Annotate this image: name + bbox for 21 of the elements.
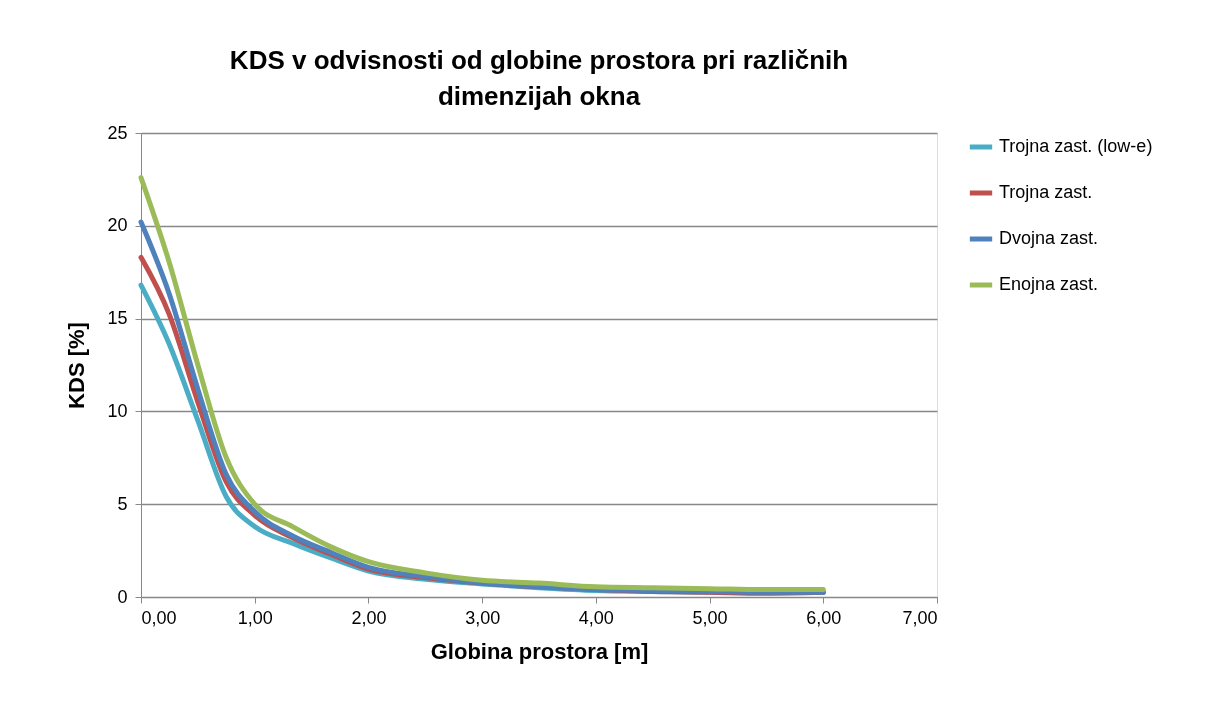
legend-label: Trojna zast.	[999, 182, 1093, 202]
x-tick-label: 2,00	[351, 607, 387, 628]
legend-label: Enojna zast.	[999, 274, 1099, 294]
y-tick-label: 20	[107, 215, 128, 236]
x-tick-label: 6,00	[806, 607, 842, 628]
y-tick-label: 10	[107, 400, 128, 421]
x-tick-label: 5,00	[692, 607, 728, 628]
x-axis-title: Globina prostora [m]	[430, 638, 649, 664]
y-tick-label: 5	[117, 493, 128, 514]
x-tick-label: 7,00	[902, 607, 938, 628]
x-tick-label: 1,00	[237, 607, 273, 628]
y-axis-title: KDS [%]	[64, 322, 90, 409]
chart-title: KDS v odvisnosti od globine prostora pri različnih dimenzijah okna	[229, 45, 849, 111]
y-tick-label: 15	[107, 308, 128, 329]
x-tick-label: 4,00	[578, 607, 614, 628]
x-tick-label: 0,00	[141, 607, 177, 628]
y-tick-label: 0	[117, 586, 128, 607]
legend-label: Dvojna zast.	[999, 228, 1099, 248]
y-tick-label: 25	[107, 122, 128, 143]
x-tick-label: 3,00	[465, 607, 501, 628]
legend-label: Trojna zast. (low-e)	[999, 136, 1153, 156]
